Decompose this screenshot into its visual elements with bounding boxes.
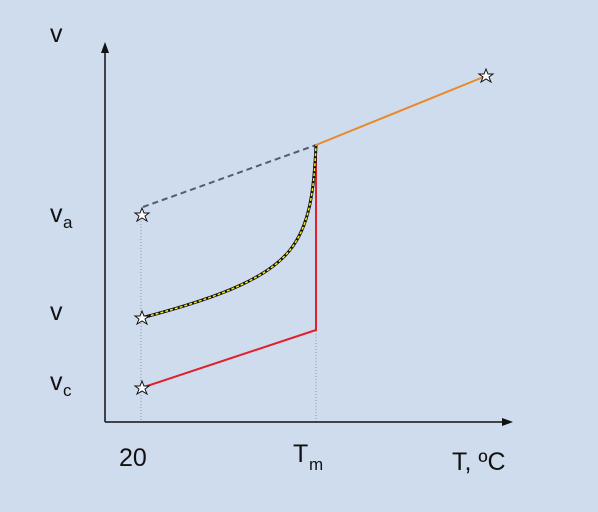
y-label: v (50, 298, 63, 326)
semi-crystalline-curve (140, 144, 317, 319)
markers (133, 67, 495, 396)
y-label-sub: a (63, 213, 73, 232)
x-label: 20 (119, 444, 147, 472)
star (477, 67, 495, 84)
y-label-sub: c (63, 381, 72, 400)
amorphous-line (142, 144, 317, 208)
star (133, 309, 151, 326)
arrow-head (101, 42, 109, 53)
star (133, 206, 151, 223)
y-label: v (50, 200, 63, 228)
star (133, 379, 151, 396)
y-axis-label: v (50, 20, 63, 48)
x-label: T (293, 440, 308, 468)
arrow-head (502, 418, 513, 426)
x-label-sub: m (309, 455, 323, 474)
crystalline-line (140, 145, 317, 389)
melt-line (315, 75, 487, 146)
x-axis-label: T, ºC (452, 448, 506, 476)
y-label: v (50, 368, 63, 396)
